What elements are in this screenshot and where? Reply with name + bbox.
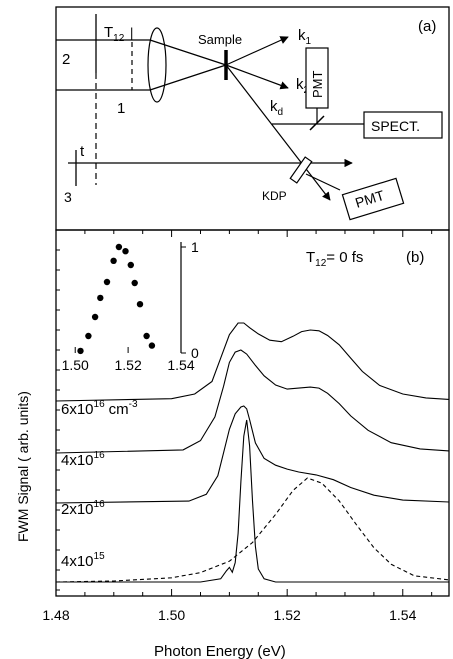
spectrum-series-4 bbox=[56, 419, 449, 583]
density-label-1: 6x1016 cm-3 bbox=[61, 399, 138, 418]
inset-point bbox=[122, 248, 129, 255]
inset-point bbox=[131, 279, 138, 287]
inset-plot: 1.50 1.52 1.540 1 bbox=[62, 239, 199, 373]
inset-point bbox=[77, 347, 84, 355]
spectra-frame bbox=[55, 229, 450, 597]
panel-a-label: (a) bbox=[418, 18, 436, 35]
spectra-panel: 1.48 1.50 1.52 1.54 Photon Energy (eV) FWM … bbox=[15, 229, 450, 659]
x-axis-label: Photon Energy (eV) bbox=[154, 643, 286, 659]
kdp-output bbox=[305, 173, 341, 191]
spectrum-series-1 bbox=[55, 322, 450, 402]
panel-b-label: (b) bbox=[406, 249, 424, 266]
delay-t12-label: T12 bbox=[104, 24, 125, 44]
inset-point bbox=[143, 332, 150, 340]
setup-panel: 2 1 T12 | Sample k1 k2 kd PMT SPECT. bbox=[55, 6, 450, 231]
inset-x-tick-label: 1.50 bbox=[62, 357, 89, 373]
inset-point bbox=[127, 261, 134, 269]
spectra-ticks: 1.48 1.50 1.52 1.54 bbox=[42, 230, 433, 623]
k1-label: k1 bbox=[298, 27, 312, 47]
spect-box bbox=[363, 111, 443, 139]
inset-x-tick-label: 1.52 bbox=[114, 357, 141, 373]
x-tick-label: 1.54 bbox=[389, 607, 416, 623]
inset-point bbox=[85, 332, 92, 340]
kd-label: kd bbox=[270, 98, 283, 118]
density-label-3: 2x1016 bbox=[61, 499, 105, 518]
density-label-2: 4x1016 bbox=[61, 450, 105, 469]
kdp-label: KDP bbox=[262, 189, 287, 203]
beam-1-label: 1 bbox=[117, 100, 125, 117]
y-axis-label: FWM Signal ( arb. units) bbox=[15, 391, 31, 542]
delay-t-label: t bbox=[80, 143, 85, 160]
pmt-bottom-box bbox=[341, 177, 405, 221]
spect-label: SPECT. bbox=[371, 118, 420, 134]
inset-point bbox=[110, 257, 117, 264]
inset-point bbox=[97, 294, 104, 302]
inset-point bbox=[115, 243, 123, 251]
beamsplitter-top bbox=[309, 115, 325, 131]
sample-label: Sample bbox=[198, 32, 242, 47]
beam-2-label: 2 bbox=[62, 51, 70, 68]
spectrum-series-2 bbox=[55, 349, 450, 454]
inset-point bbox=[103, 278, 111, 286]
inset-point bbox=[136, 301, 144, 308]
inset-y-tick-label: 1 bbox=[191, 239, 199, 255]
k2-beam bbox=[225, 64, 289, 90]
lens bbox=[147, 27, 167, 103]
spectrum-series-5 bbox=[55, 477, 450, 583]
kdp-crystal bbox=[289, 156, 313, 184]
inset-points bbox=[77, 243, 156, 355]
beam-2-focus bbox=[149, 39, 227, 66]
inset-y-tick-label: 0 bbox=[191, 345, 199, 361]
spectra-curves bbox=[55, 322, 450, 583]
x-tick-label: 1.48 bbox=[42, 607, 69, 623]
beam-1-focus bbox=[149, 64, 227, 91]
delay-t12-tick: | bbox=[130, 25, 133, 40]
density-label-4: 4x1015 bbox=[61, 551, 105, 570]
pmt-top-label: PMT bbox=[310, 71, 325, 99]
spectrum-series-3 bbox=[55, 405, 450, 504]
inset-ticks: 1.50 1.52 1.540 1 bbox=[62, 239, 199, 373]
inset-point bbox=[91, 313, 99, 321]
inset-x-tick-label: 1.54 bbox=[167, 357, 194, 373]
x-tick-label: 1.52 bbox=[274, 607, 301, 623]
k1-beam bbox=[225, 36, 289, 66]
inset-point bbox=[148, 342, 156, 349]
beam-3-label: 3 bbox=[64, 189, 72, 205]
x-tick-label: 1.50 bbox=[158, 607, 185, 623]
delay-value-label: T12= 0 fs bbox=[306, 249, 363, 269]
